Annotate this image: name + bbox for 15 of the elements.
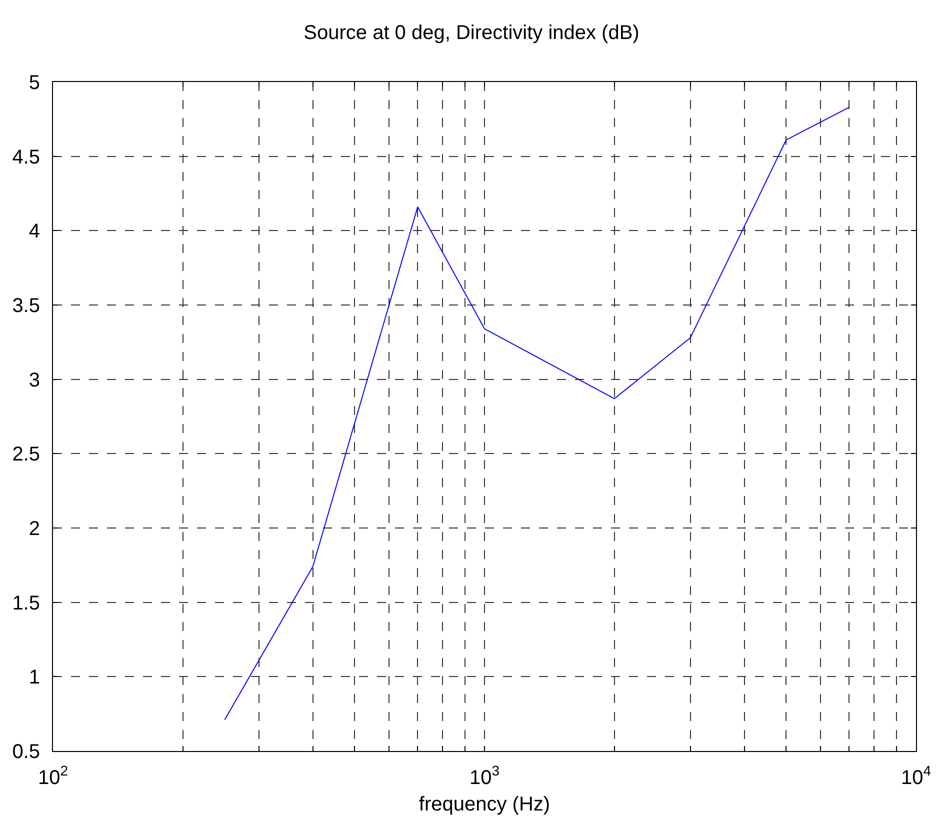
y-tick-label: 3 <box>28 369 40 392</box>
x-tick-label: 10$^{2}$ <box>38 762 68 789</box>
y-tick-label: 5 <box>28 72 40 94</box>
x-tick-label: 10$^{4}$ <box>900 762 932 789</box>
y-tick-label: 3.5 <box>12 295 40 317</box>
y-tick-label: 1 <box>28 666 40 689</box>
y-tick-label: 4 <box>28 220 40 243</box>
x-axis-title: frequency (Hz) <box>418 794 550 816</box>
y-tick-label: 1.5 <box>12 592 40 614</box>
x-tick-label: 10$^{3}$ <box>469 762 500 789</box>
chart-title: Source at 0 deg, Directivity index (dB) <box>304 22 640 44</box>
y-tick-label: 0.5 <box>12 741 40 763</box>
y-tick-label: 2.5 <box>12 444 40 466</box>
y-tick-label: 4.5 <box>12 146 40 168</box>
y-tick-label: 2 <box>28 518 40 540</box>
